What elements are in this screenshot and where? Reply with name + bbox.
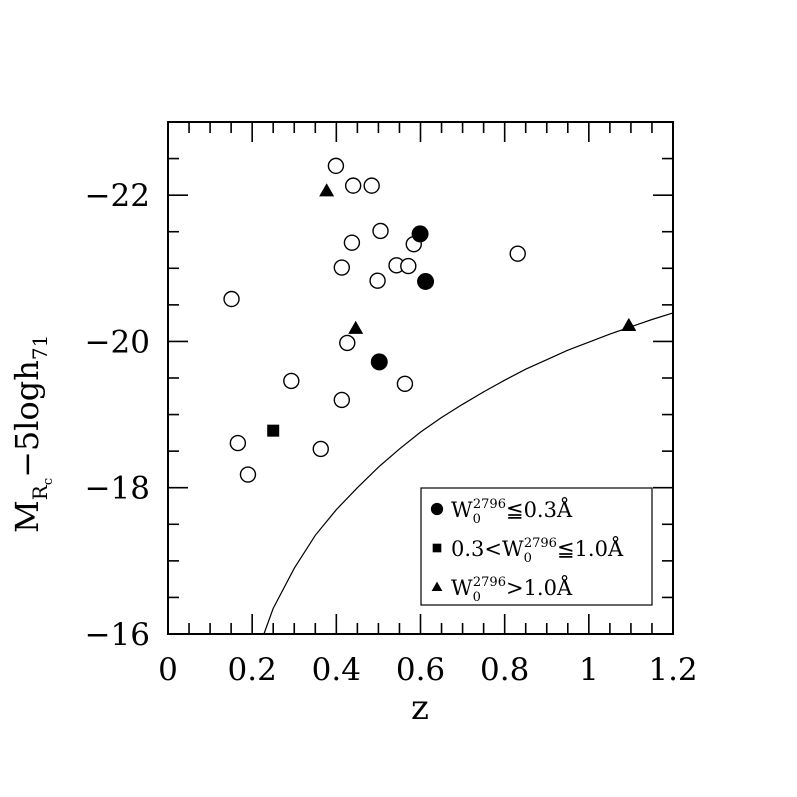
x-tick-label: 0 [158, 652, 178, 688]
legend-label: W02796>1.0Å [451, 575, 573, 605]
data-point-circle-open [343, 234, 361, 251]
legend-label-part: 0 [473, 590, 481, 605]
y-axis-title-subsub: c [41, 478, 56, 485]
legend-box [420, 487, 653, 606]
y-axis-title: MRc−5logh71 [8, 335, 56, 533]
data-point-circle-open [333, 259, 351, 276]
legend-label-part: 0 [473, 512, 481, 527]
data-point-circle-open [344, 177, 362, 194]
y-axis-title-rest: −5logh [8, 360, 46, 478]
limit-curve [263, 312, 674, 635]
data-point-circle-open [327, 157, 345, 175]
legend-label-part: 0 [524, 551, 532, 566]
x-tick-label: 0.6 [396, 652, 445, 688]
data-point-square-filled [267, 424, 280, 437]
legend-marker-triangle-filled [431, 581, 443, 592]
legend-marker-circle-filled [430, 502, 444, 516]
data-point-triangle-filled [348, 320, 364, 334]
data-point-circle-open [333, 391, 351, 409]
legend-label-part: W [451, 576, 473, 600]
plot-frame [167, 121, 674, 635]
data-point-circle-open [312, 440, 329, 458]
limit-curve-layer [263, 312, 674, 635]
x-tick-label: 0.4 [312, 652, 361, 688]
data-point-triangle-filled [319, 183, 335, 197]
legend-label-part: 2796 [473, 575, 506, 590]
y-tick-label: −18 [85, 471, 150, 507]
data-point-circle-open [509, 245, 526, 262]
data-points-layer [223, 157, 637, 483]
data-point-circle-open [239, 466, 257, 483]
legend-marker-square-filled [432, 543, 442, 553]
data-point-circle-filled [411, 225, 429, 243]
legend-label-part: ≦0.3Å [506, 497, 573, 522]
data-point-circle-open [372, 222, 389, 240]
x-tick-label: 1 [579, 652, 599, 688]
x-tick-label: 0.2 [228, 652, 277, 688]
legend-label-part: 2796 [524, 536, 557, 551]
data-point-triangle-filled [621, 317, 637, 331]
y-axis-title-main: M [8, 500, 46, 533]
y-tick-label: −20 [85, 324, 150, 360]
data-point-circle-filled [417, 272, 435, 290]
legend-label-part: ≦1.0Å [557, 536, 624, 561]
data-point-circle-open [339, 334, 356, 352]
data-point-circle-open [369, 272, 386, 289]
data-point-circle-open [396, 375, 414, 393]
y-axis-title-sub: R [28, 484, 52, 500]
data-point-circle-open [229, 434, 247, 452]
x-tick-label: 0.8 [480, 652, 529, 688]
legend-label-part: 2796 [473, 497, 506, 512]
data-point-circle-open [223, 290, 240, 308]
legend-label: W02796≦0.3Å [451, 497, 573, 527]
data-point-circle-open [400, 257, 417, 275]
y-tick-label: −16 [85, 617, 150, 653]
y-tick-label: −22 [85, 178, 150, 214]
legend-label-part: >1.0Å [506, 575, 573, 600]
tick-labels: 0 0.2 0.4 0.6 0.8 1 1.2 −16 −18 −20 −22 [85, 178, 698, 688]
x-tick-label: 1.2 [648, 652, 697, 688]
legend-label-part: W [451, 498, 473, 522]
y-axis-title-rest-sub: 71 [28, 335, 52, 360]
x-axis-title: z [411, 688, 429, 728]
data-point-circle-open [283, 372, 300, 390]
data-point-circle-filled [370, 353, 388, 371]
legend-label-part: 0.3<W [451, 537, 524, 561]
data-point-circle-open [363, 177, 380, 194]
legend-label: 0.3<W02796≦1.0Å [451, 536, 624, 566]
